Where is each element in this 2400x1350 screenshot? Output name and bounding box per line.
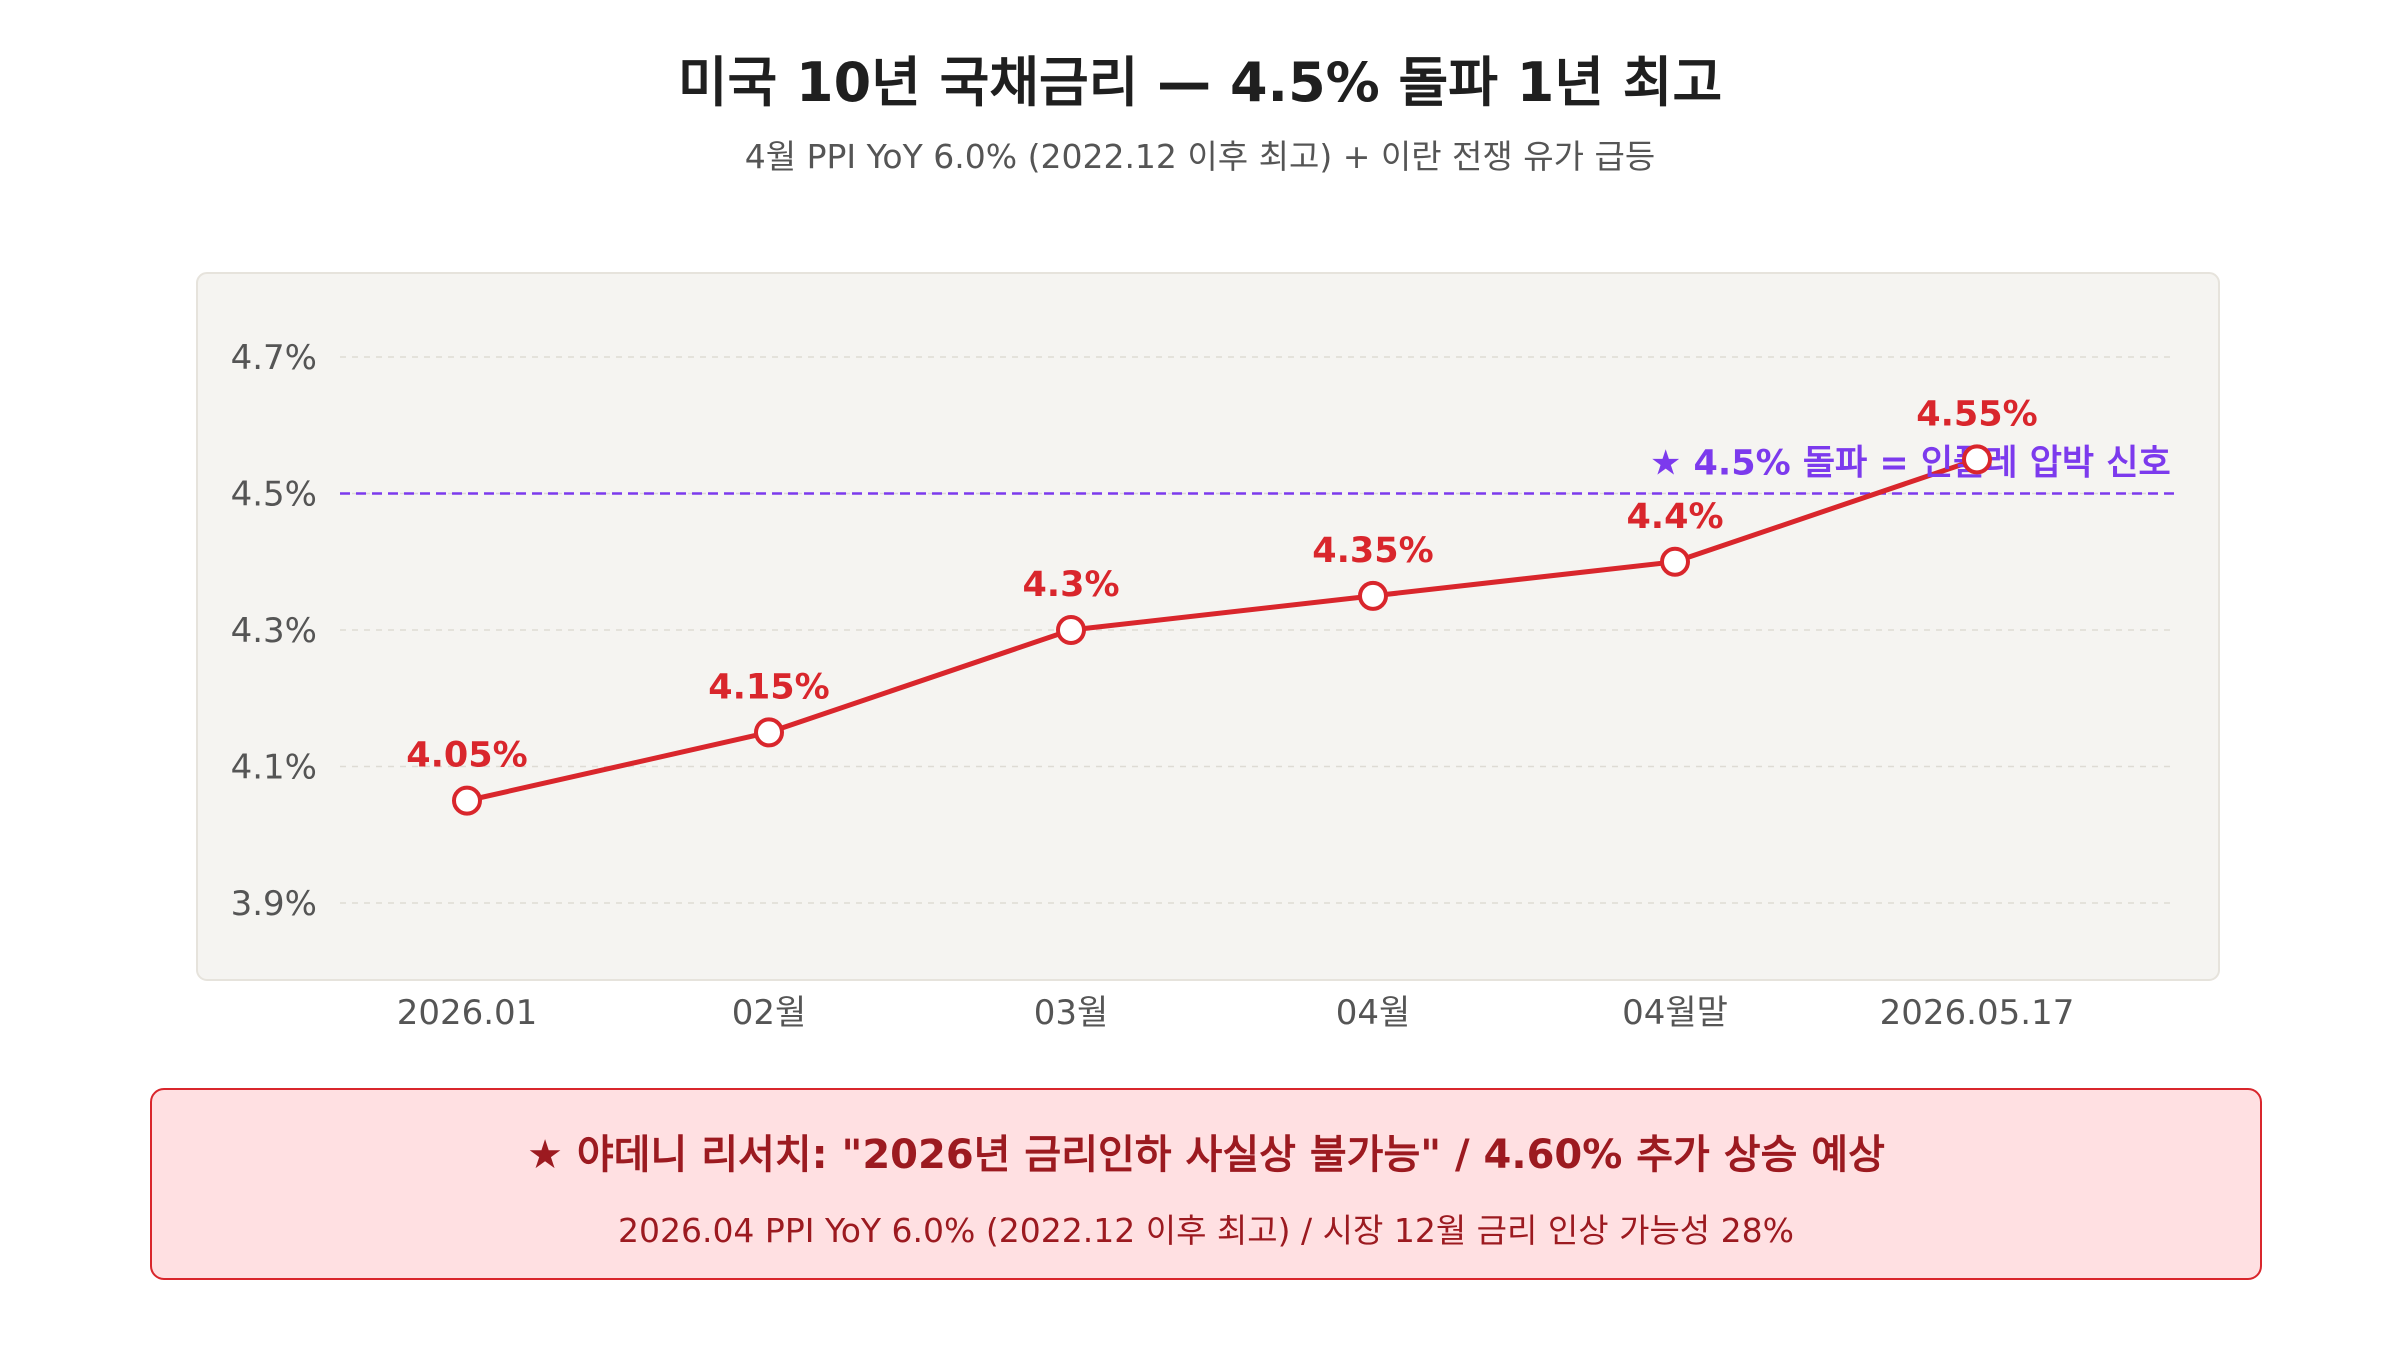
data-point — [1056, 615, 1086, 645]
y-tick-label: 4.3% — [231, 611, 317, 651]
y-tick-label: 4.5% — [231, 475, 317, 515]
y-tick-label: 4.7% — [231, 338, 317, 378]
callout-main-text: ★ 야데니 리서치: "2026년 금리인하 사실상 불가능" / 4.60% … — [527, 1132, 1885, 1178]
x-tick-label: 2026.01 — [397, 993, 538, 1033]
chart-title: 미국 10년 국채금리 — 4.5% 돌파 1년 최고 — [677, 51, 1723, 114]
data-point — [1962, 444, 1992, 475]
callout-sub-text: 2026.04 PPI YoY 6.0% (2022.12 이후 최고) / 시… — [617, 1211, 1795, 1250]
x-tick-label: 04월 — [1336, 993, 1411, 1033]
chart-subtitle: 4월 PPI YoY 6.0% (2022.12 이후 최고) + 이란 전쟁 … — [744, 137, 1656, 176]
x-tick-label: 03월 — [1034, 993, 1109, 1033]
x-tick-label: 02월 — [732, 993, 807, 1033]
data-label: 4.15% — [708, 667, 829, 707]
callout-box: ★ 야데니 리서치: "2026년 금리인하 사실상 불가능" / 4.60% … — [150, 1088, 2262, 1280]
data-point — [1358, 580, 1388, 611]
x-tick-label: 04월말 — [1622, 993, 1728, 1033]
data-label: 4.55% — [1916, 394, 2037, 434]
y-tick-label: 3.9% — [231, 884, 317, 924]
data-label: 4.4% — [1626, 497, 1723, 537]
data-label: 4.3% — [1022, 565, 1119, 605]
y-tick-label: 4.1% — [231, 748, 317, 788]
data-point — [1660, 546, 1690, 577]
reference-label: ★ 4.5% 돌파 = 인플레 압박 신호 — [1650, 444, 2171, 484]
data-label: 4.05% — [406, 736, 527, 776]
data-label: 4.35% — [1312, 531, 1433, 571]
data-point — [452, 785, 482, 816]
x-tick-label: 2026.05.17 — [1880, 993, 2075, 1033]
plot-area — [196, 272, 2220, 981]
line-chart: 3.9% 4.1% 4.3% 4.5% 4.7% 2026.01 02월 03월 04월 04월말… — [196, 272, 2220, 1033]
data-point — [754, 717, 784, 748]
series-line — [466, 457, 1978, 804]
